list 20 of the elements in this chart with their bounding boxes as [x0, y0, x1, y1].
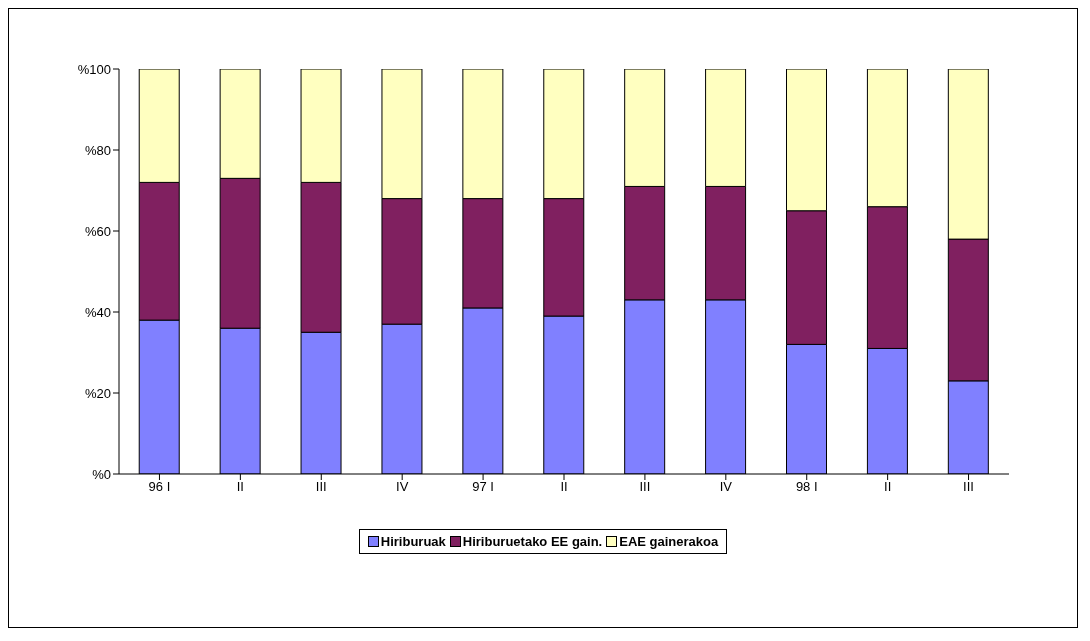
y-tick-label: %60: [84, 223, 111, 239]
x-tick-label: IV: [396, 479, 409, 495]
x-tick-label: 97 I: [472, 479, 494, 495]
x-tick-label: IV: [719, 479, 733, 495]
y-tick-label: %20: [84, 385, 111, 401]
y-tick-label: %100: [77, 61, 111, 77]
x-tick-label: II: [236, 479, 244, 495]
x-tick-label: III: [315, 479, 327, 495]
legend-label: Hiriburuak: [379, 534, 446, 549]
y-tick-label: %40: [84, 304, 111, 320]
y-tick-label: %0: [92, 466, 111, 482]
x-tick-label: 96 I: [148, 479, 171, 495]
legend-label: Hiriburuetako EE gain.: [461, 534, 603, 549]
y-tick-label: %80: [84, 142, 111, 158]
x-tick-label: III: [963, 479, 974, 495]
legend-label: EAE gainerakoa: [618, 534, 719, 549]
x-tick-label: II: [884, 479, 892, 495]
x-tick-label: 98 I: [795, 479, 818, 495]
x-tick-label: III: [639, 479, 651, 495]
x-tick-label: II: [560, 479, 568, 495]
